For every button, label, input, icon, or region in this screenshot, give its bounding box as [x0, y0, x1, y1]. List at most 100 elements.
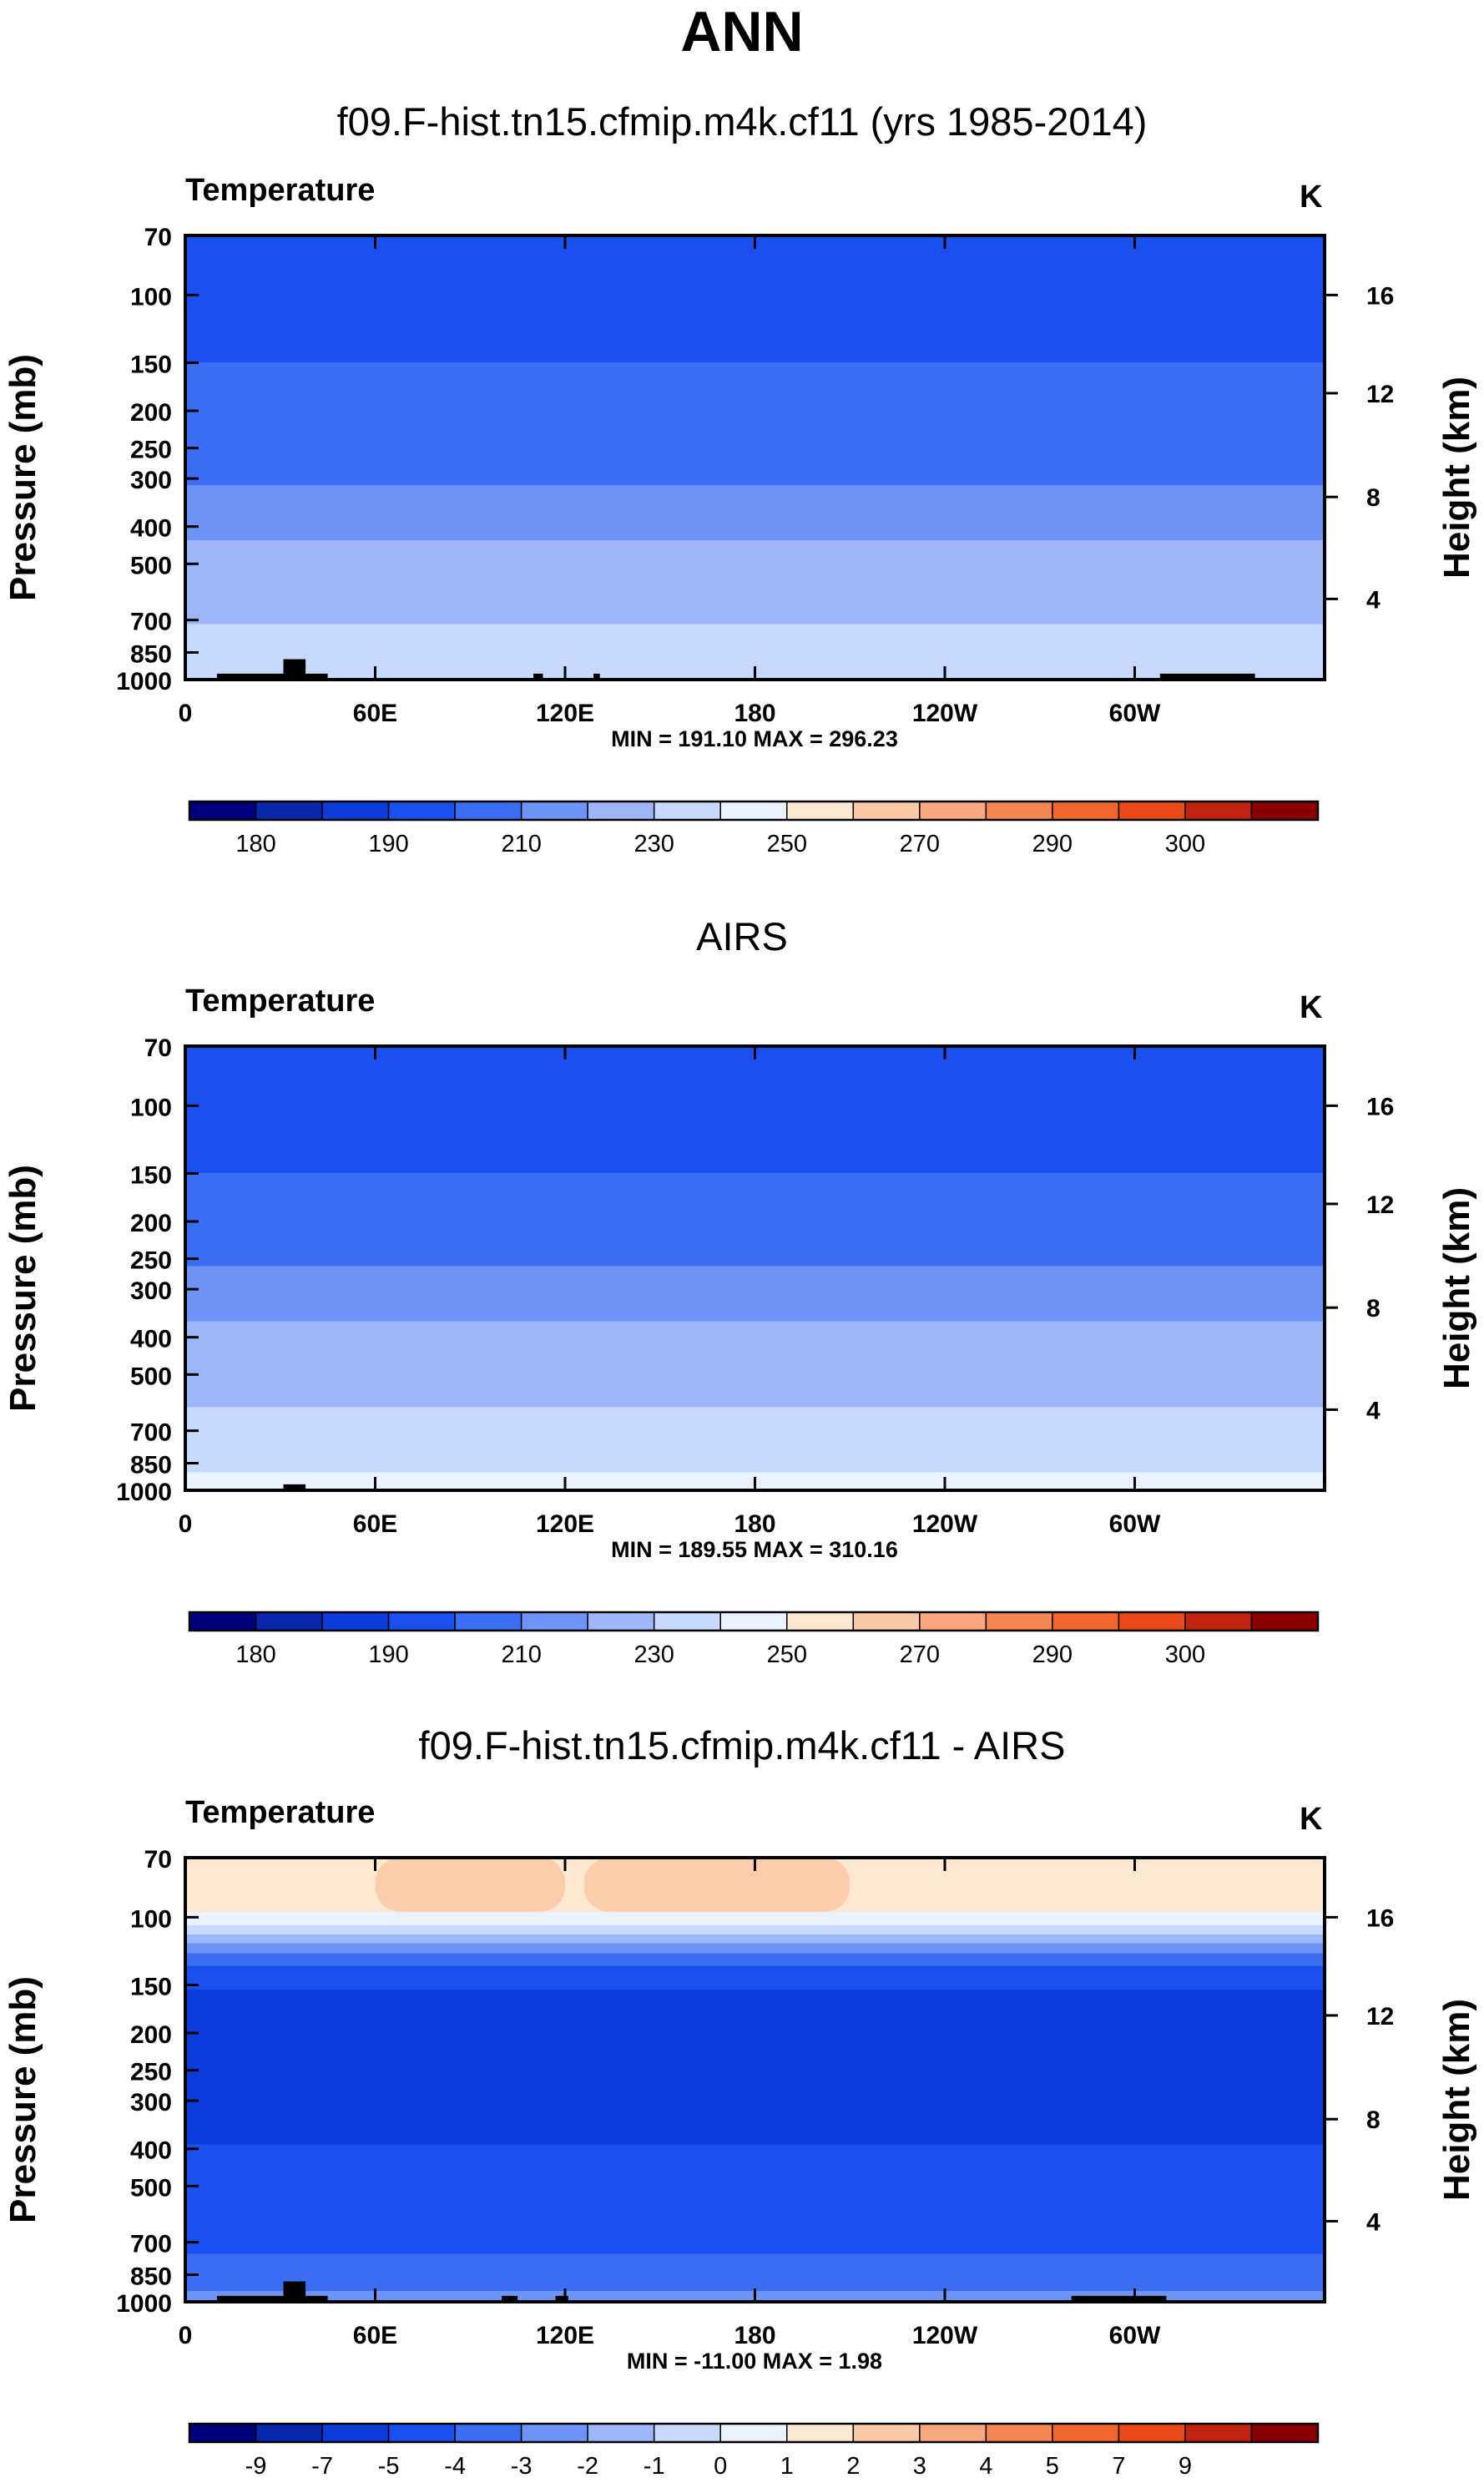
colorbar-swatch: [1052, 1611, 1120, 1631]
right-tick-label: 12: [1366, 381, 1394, 408]
y-tick-label: 700: [130, 2231, 172, 2258]
right-tick-label: 16: [1366, 1093, 1394, 1120]
colorbar-label: -3: [511, 2453, 533, 2480]
right-axis-label: Height (km): [1436, 1999, 1477, 2201]
variable-label: Temperature: [185, 1795, 375, 1830]
y-tick-label: 100: [130, 283, 172, 311]
x-tick-label: 120W: [912, 2322, 978, 2349]
colorbar-label: 4: [979, 2453, 992, 2480]
y-tick-label: 850: [130, 2263, 172, 2290]
right-tick-label: 4: [1366, 2208, 1381, 2236]
terrain-mask: [593, 673, 600, 680]
x-tick-label: 120E: [536, 2322, 594, 2349]
warm-anomaly-band: [583, 1858, 851, 1912]
y-tick-label: 400: [130, 2137, 172, 2165]
right-axis-label: Height (km): [1436, 1187, 1477, 1389]
colorbar-label: -5: [378, 2453, 400, 2480]
colorbar-swatch: [1052, 2423, 1120, 2443]
x-tick-label: 60E: [353, 2322, 397, 2349]
colorbar-frame: [188, 800, 1320, 822]
x-tick-label: 60W: [1109, 1510, 1161, 1538]
x-tick-label: 0: [179, 1510, 193, 1538]
colorbar-label: 0: [714, 2453, 727, 2480]
colorbar-label: 230: [634, 831, 674, 857]
colorbar-swatch: [387, 2423, 456, 2443]
colorbar-swatch: [1250, 2423, 1319, 2443]
right-tick-label: 8: [1366, 2106, 1381, 2134]
colorbar-label: -9: [245, 2453, 267, 2480]
min-max-stats: MIN = 191.10 MAX = 296.23: [611, 726, 898, 751]
terrain-mask: [283, 2281, 306, 2302]
colorbar-swatch: [387, 801, 456, 821]
panel-title: f09.F-hist.tn15.cfmip.m4k.cf11 (yrs 1985…: [337, 99, 1148, 144]
colorbar-label: 230: [634, 1641, 674, 1668]
y-tick-label: 700: [130, 1419, 172, 1447]
terrain-mask: [216, 673, 284, 680]
colorbar-label: 290: [1032, 831, 1073, 857]
colorbar-swatch: [852, 1611, 921, 1631]
colorbar-swatch: [919, 801, 987, 821]
colorbar-swatch: [852, 2423, 921, 2443]
y-axis-label: Pressure (mb): [3, 1165, 43, 1412]
colorbar-swatch: [454, 801, 522, 821]
colorbar-swatch: [387, 1611, 456, 1631]
colorbar-swatch: [985, 801, 1053, 821]
panel-1: f09.F-hist.tn15.cfmip.m4k.cf11 (yrs 1985…: [3, 99, 1477, 857]
colorbar-swatch: [1118, 801, 1186, 821]
colorbar-swatch: [189, 1611, 257, 1631]
x-tick-label: 0: [179, 2322, 193, 2349]
colorbar-label: 180: [235, 1641, 275, 1668]
colorbar-swatch: [321, 801, 390, 821]
y-tick-label: 1000: [116, 668, 172, 695]
colorbar-label: 300: [1165, 1641, 1205, 1668]
y-tick-label: 300: [130, 1277, 172, 1305]
colorbar-swatch: [454, 1611, 522, 1631]
colorbar-swatch: [919, 2423, 987, 2443]
y-tick-label: 250: [130, 2059, 172, 2086]
colorbar-label: 7: [1112, 2453, 1125, 2480]
colorbar-label: 2: [846, 2453, 860, 2480]
colorbar-swatch: [520, 2423, 588, 2443]
terrain-mask: [305, 673, 328, 680]
colorbar-swatch: [919, 1611, 987, 1631]
colorbar-swatch: [454, 2423, 522, 2443]
panel-3: f09.F-hist.tn15.cfmip.m4k.cf11 - AIRS Tem…: [3, 1723, 1477, 2480]
y-axis-label: Pressure (mb): [3, 354, 43, 601]
colorbar-swatch: [653, 1611, 721, 1631]
field-contours: [185, 1858, 1325, 2302]
y-tick-label: 1000: [116, 1479, 172, 1506]
colorbar-frame: [188, 1611, 1320, 1632]
colorbar-swatch: [653, 2423, 721, 2443]
x-tick-label: 120E: [536, 1510, 594, 1538]
y-tick-label: 500: [130, 552, 172, 579]
colorbar-frame: [188, 2422, 1320, 2444]
units-label: K: [1300, 180, 1323, 215]
colorbar-label: 1: [780, 2453, 794, 2480]
field-contours: [185, 1046, 1325, 1490]
y-tick-label: 150: [130, 1161, 172, 1189]
colorbar-swatch: [1184, 801, 1253, 821]
x-tick-label: 120E: [536, 700, 594, 727]
terrain-mask: [283, 659, 306, 680]
x-tick-label: 60E: [353, 1510, 397, 1538]
y-tick-label: 70: [144, 224, 172, 251]
right-tick-label: 4: [1366, 1397, 1381, 1424]
units-label: K: [1300, 990, 1323, 1025]
colorbar-swatch: [587, 1611, 655, 1631]
colorbar-swatch: [189, 2423, 257, 2443]
colorbar-label: 190: [368, 831, 408, 857]
y-tick-label: 150: [130, 351, 172, 378]
colorbar-label: -1: [644, 2453, 665, 2480]
right-tick-label: 8: [1366, 484, 1381, 512]
terrain-mask: [1071, 2295, 1167, 2302]
colorbar-label: 290: [1032, 1641, 1073, 1668]
y-tick-label: 400: [130, 1326, 172, 1353]
colorbar-swatch: [653, 801, 721, 821]
colorbar-swatch: [985, 2423, 1053, 2443]
y-tick-label: 100: [130, 1094, 172, 1121]
colorbar-label: -7: [311, 2453, 333, 2480]
colorbar-label: 210: [501, 831, 541, 857]
variable-label: Temperature: [185, 173, 375, 208]
